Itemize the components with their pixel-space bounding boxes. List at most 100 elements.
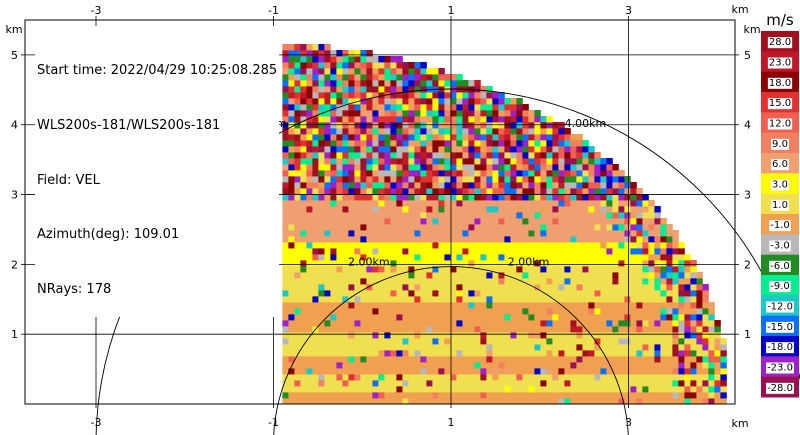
- field-cell: [312, 140, 319, 147]
- field-cell: [378, 56, 385, 63]
- field-cell: [420, 74, 427, 81]
- field-cell: [282, 116, 289, 123]
- field-cell: [672, 284, 679, 291]
- field-cell: [606, 236, 613, 243]
- field-cell: [708, 398, 715, 404]
- field-cell: [348, 98, 355, 105]
- field-cell: [558, 320, 565, 327]
- field-cell: [384, 146, 391, 153]
- field-cell: [600, 398, 607, 404]
- field-cell: [420, 104, 427, 111]
- colorbar-label: -18.0: [767, 342, 793, 353]
- field-cell: [378, 242, 385, 249]
- field-cell: [372, 218, 379, 225]
- field-cell: [300, 122, 307, 129]
- field-cell: [456, 296, 463, 303]
- field-cell: [414, 374, 421, 381]
- field-cell: [312, 308, 319, 315]
- field-cell: [678, 356, 685, 363]
- field-cell: [558, 194, 565, 201]
- field-cell: [348, 56, 355, 63]
- field-cell: [492, 380, 499, 387]
- field-cell: [444, 362, 451, 369]
- field-cell: [348, 170, 355, 177]
- field-cell: [438, 158, 445, 165]
- field-cell: [600, 368, 607, 375]
- field-cell: [696, 272, 703, 279]
- field-cell: [288, 182, 295, 189]
- y-tick-label-left: 2: [11, 258, 18, 271]
- field-cell: [696, 326, 703, 333]
- field-cell: [426, 74, 433, 81]
- field-cell: [642, 248, 649, 255]
- field-cell: [348, 92, 355, 99]
- field-cell: [570, 314, 577, 321]
- field-cell: [636, 200, 643, 207]
- field-cell: [300, 86, 307, 93]
- field-cell: [288, 266, 295, 273]
- field-cell: [354, 92, 361, 99]
- field-cell: [444, 116, 451, 123]
- field-cell: [300, 224, 307, 231]
- field-cell: [582, 164, 589, 171]
- field-cell: [558, 368, 565, 375]
- field-cell: [444, 74, 451, 81]
- field-cell: [432, 380, 439, 387]
- field-cell: [630, 212, 637, 219]
- field-cell: [720, 398, 727, 404]
- field-cell: [672, 386, 679, 393]
- field-cell: [630, 272, 637, 279]
- field-cell: [684, 290, 691, 297]
- field-cell: [528, 326, 535, 333]
- field-cell: [654, 356, 661, 363]
- field-cell: [636, 194, 643, 201]
- field-cell: [372, 68, 379, 75]
- field-cell: [420, 290, 427, 297]
- field-cell: [468, 326, 475, 333]
- field-cell: [342, 254, 349, 261]
- field-cell: [300, 368, 307, 375]
- field-cell: [510, 170, 517, 177]
- field-cell: [486, 266, 493, 273]
- field-cell: [534, 272, 541, 279]
- field-cell: [474, 278, 481, 285]
- field-cell: [324, 386, 331, 393]
- field-cell: [426, 278, 433, 285]
- field-cell: [330, 236, 337, 243]
- field-cell: [336, 248, 343, 255]
- field-cell: [420, 182, 427, 189]
- field-cell: [390, 296, 397, 303]
- field-cell: [324, 92, 331, 99]
- field-cell: [414, 86, 421, 93]
- field-cell: [324, 320, 331, 327]
- field-cell: [666, 392, 673, 399]
- field-cell: [552, 140, 559, 147]
- field-cell: [300, 254, 307, 261]
- field-cell: [330, 134, 337, 141]
- field-cell: [384, 86, 391, 93]
- field-cell: [534, 266, 541, 273]
- field-cell: [570, 356, 577, 363]
- field-cell: [612, 284, 619, 291]
- field-cell: [546, 242, 553, 249]
- field-cell: [420, 332, 427, 339]
- field-cell: [444, 152, 451, 159]
- field-cell: [600, 170, 607, 177]
- field-cell: [576, 218, 583, 225]
- field-cell: [600, 194, 607, 201]
- field-cell: [510, 254, 517, 261]
- field-cell: [612, 206, 619, 213]
- field-cell: [570, 290, 577, 297]
- field-cell: [570, 338, 577, 345]
- field-cell: [294, 194, 301, 201]
- field-cell: [414, 176, 421, 183]
- field-cell: [378, 224, 385, 231]
- field-cell: [444, 104, 451, 111]
- field-cell: [480, 98, 487, 105]
- field-cell: [354, 80, 361, 87]
- field-cell: [402, 134, 409, 141]
- field-cell: [384, 68, 391, 75]
- field-cell: [282, 182, 289, 189]
- field-cell: [396, 170, 403, 177]
